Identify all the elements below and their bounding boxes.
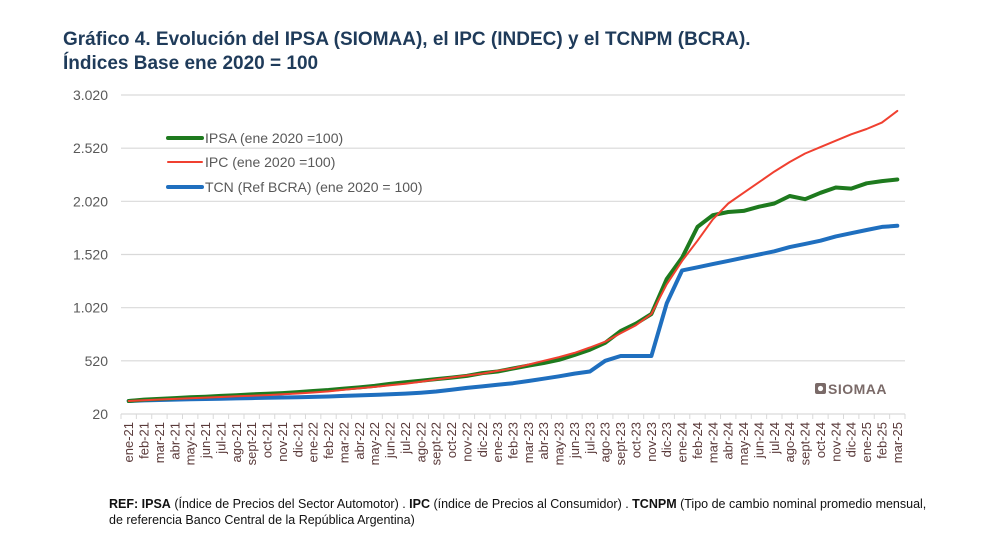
x-tick-label: feb-25 [874,422,889,459]
y-tick-label: 520 [85,353,109,369]
x-tick-label: mar-21 [152,422,167,463]
series-line-tcn [126,223,900,403]
chart-title: Gráfico 4. Evolución del IPSA (SIOMAA), … [63,28,751,76]
footnote-tcnpm-desc: (Tipo de cambio nominal promedio mensual… [109,497,927,527]
x-tick-label: ene-23 [490,422,505,462]
legend-label-tcn: TCN (Ref BCRA) (ene 2020 = 100) [205,179,422,195]
x-tick-label: nov-21 [275,422,290,462]
footnote-ipc-desc: (índice de Precios al Consumidor) . [430,497,633,511]
x-tick-label: mar-23 [521,422,536,463]
y-axis: 20 520 1.020 1.520 2.020 2.520 3.020 [73,87,108,422]
y-tick-label: 2.020 [73,193,108,209]
series-lines [126,109,900,403]
siomaa-logo-icon-dot [817,385,824,392]
y-tick-label: 20 [92,406,108,422]
x-tick-label: nov-24 [828,422,843,462]
x-tick-label: oct-23 [628,422,643,458]
y-tick-label: 1.520 [73,247,108,263]
x-tick-label: oct-24 [813,422,828,458]
footnote-ipsa-abbr: IPSA [141,497,171,511]
siomaa-logo-text: SIOMAA [828,381,887,397]
y-tick-label: 2.520 [73,140,108,156]
x-tick-label: feb-21 [137,422,152,459]
x-tick-label: nov-22 [459,422,474,462]
x-tick-label: sept-23 [613,422,628,465]
x-tick-label: ene-21 [121,422,136,462]
x-tick-label: ago-24 [782,422,797,462]
x-tick-label: sept-24 [798,422,813,465]
x-tick-label: sept-21 [244,422,259,465]
x-tick-label: nov-23 [644,422,659,462]
x-tick-label: mar-24 [705,422,720,463]
x-tick-label: jun-22 [383,422,398,459]
footnote: REF: IPSA (Índice de Precios del Sector … [109,496,929,528]
x-axis: ene-21 feb-21 mar-21 abr-21 may-21 jun-21 jul-… [120,413,906,465]
legend-label-ipc: IPC (ene 2020 =100) [205,154,335,170]
x-tick-label: feb-24 [690,422,705,459]
legend-label-ipsa: IPSA (ene 2020 =100) [205,130,343,146]
x-tick-label: ago-22 [413,422,428,462]
x-tick-label: ago-23 [598,422,613,462]
x-tick-label: jun-21 [198,422,213,459]
x-tick-label: ago-21 [229,422,244,462]
x-tick-label: ene-25 [859,422,874,462]
x-tick-label: abr-23 [536,422,551,460]
x-tick-label: mar-25 [890,422,905,463]
footnote-ipsa-desc: (Índice de Precios del Sector Automotor)… [170,497,410,511]
x-tick-label: may-24 [736,422,751,465]
x-tick-label: mar-22 [336,422,351,463]
x-tick-label: abr-24 [721,422,736,460]
x-tick-label: dic-21 [290,422,305,457]
legend: IPSA (ene 2020 =100) IPC (ene 2020 =100) T… [166,130,422,195]
footnote-ref-label: REF: [109,497,139,511]
x-tick-label: jul-23 [582,422,597,455]
x-tick-label: jul-22 [398,422,413,455]
x-tick-label: jul-24 [767,422,782,455]
x-tick-label: may-21 [183,422,198,465]
y-tick-label: 1.020 [73,300,108,316]
footnote-tcnpm-abbr: TCNPM [632,497,677,511]
x-tick-label: dic-23 [659,422,674,457]
series-line-ipc [127,109,899,402]
chart-title-line2: Índices Base ene 2020 = 100 [63,53,319,74]
y-tick-label: 3.020 [73,87,108,103]
gridlines [121,94,905,362]
chart-title-line1: Gráfico 4. Evolución del IPSA (SIOMAA), … [63,29,751,50]
x-tick-label: ene-22 [306,422,321,462]
footnote-ipc-abbr: IPC [409,497,430,511]
x-tick-label: sept-22 [429,422,444,465]
x-tick-label: abr-22 [352,422,367,460]
x-tick-label: jun-23 [567,422,582,459]
x-tick-label: abr-21 [167,422,182,460]
x-tick-label: jul-21 [213,422,228,455]
x-tick-label: oct-21 [260,422,275,458]
x-tick-label: feb-23 [506,422,521,459]
x-tick-label: oct-22 [444,422,459,458]
x-tick-label: may-22 [367,422,382,465]
x-tick-label: dic-22 [475,422,490,457]
x-tick-label: feb-22 [321,422,336,459]
x-tick-label: may-23 [552,422,567,465]
x-tick-label: jun-24 [751,422,766,459]
x-tick-label: dic-24 [844,422,859,457]
siomaa-logo: SIOMAA [815,381,887,397]
x-tick-label: ene-24 [675,422,690,462]
